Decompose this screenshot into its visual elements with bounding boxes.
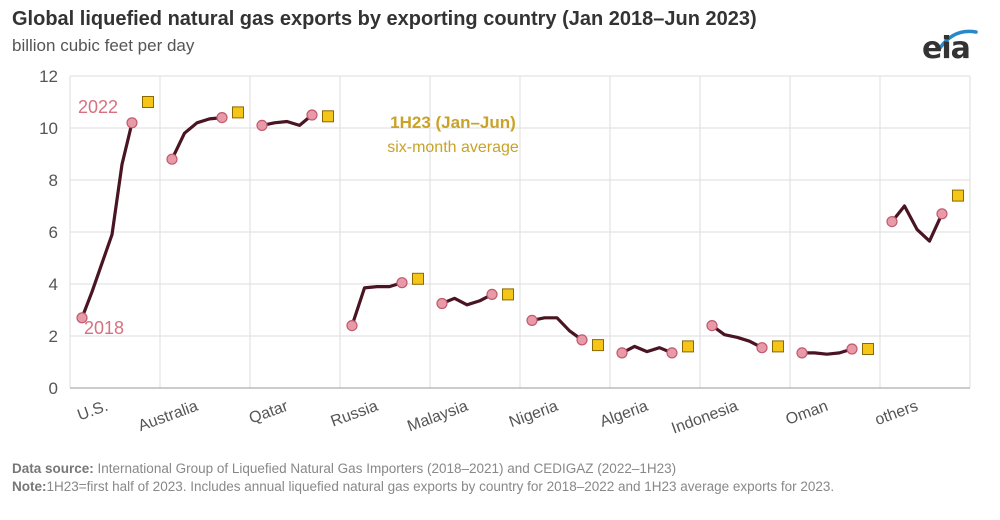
x-tick-label: Russia (329, 398, 381, 431)
marker-2022 (306, 109, 318, 121)
marker-2018 (886, 216, 898, 228)
y-tick-label: 2 (49, 327, 58, 346)
footnote-source: Data source: International Group of Liqu… (12, 460, 972, 478)
chart-subtitle: billion cubic feet per day (12, 36, 195, 55)
source-text: International Group of Liquefied Natural… (93, 461, 677, 476)
lng-exports-chart: 0 2 4 6 8 10 12 U.S. Australia Qatar Russia Malaysi… (39, 67, 971, 438)
note-label: Note: (12, 479, 47, 494)
series-line-qatar (261, 113, 314, 128)
marker-1h23 (412, 272, 424, 285)
marker-1h23 (862, 343, 874, 355)
marker-2018 (166, 153, 178, 165)
marker-2022 (756, 342, 768, 354)
eia-logo: eia (922, 26, 978, 66)
marker-2018 (526, 314, 538, 326)
annotation-2022: 2022 (78, 97, 118, 117)
marker-1h23 (232, 106, 244, 119)
y-tick-label: 12 (39, 67, 58, 86)
marker-1h23 (322, 110, 334, 123)
annotation-1h23-subtitle: six-month average (387, 139, 519, 156)
x-tick-label: Qatar (247, 398, 291, 428)
source-label: Data source: (12, 461, 94, 476)
x-tick-label: Malaysia (405, 398, 470, 436)
series-line-indonesia (711, 324, 763, 350)
marker-1h23 (772, 340, 784, 353)
series-line-nigeria (531, 316, 583, 342)
marker-1h23 (592, 339, 604, 352)
y-tick-label: 4 (49, 275, 58, 294)
series-line-malaysia (441, 292, 493, 307)
marker-2018 (346, 320, 358, 332)
footnote-note: Note:1H23=first half of 2023. Includes a… (12, 478, 972, 496)
marker-2018 (616, 347, 628, 359)
marker-2018 (256, 119, 268, 132)
x-tick-label: others (873, 398, 921, 429)
marker-1h23 (952, 189, 964, 202)
marker-2022 (216, 111, 228, 124)
y-tick-label: 8 (49, 171, 58, 190)
marker-2022 (126, 117, 138, 129)
marker-1h23 (682, 340, 694, 353)
series-line-us (80, 122, 134, 319)
series-line-australia (170, 116, 223, 160)
x-tick-label: Indonesia (669, 398, 740, 438)
marker-2022 (936, 208, 948, 220)
y-tick-label: 0 (49, 379, 58, 398)
series-line-russia (350, 281, 403, 327)
marker-2018 (706, 320, 718, 332)
marker-2022 (576, 334, 588, 346)
marker-2022 (846, 343, 858, 355)
marker-2022 (396, 277, 408, 289)
y-tick-label: 6 (49, 223, 58, 242)
series-line-algeria (621, 344, 673, 355)
x-tick-label: Algeria (598, 398, 651, 431)
marker-1h23 (142, 96, 154, 108)
x-tick-label: Australia (136, 398, 200, 435)
x-tick-label: Oman (784, 398, 831, 429)
logo-text: eia (922, 31, 971, 66)
series-line-others (890, 204, 944, 243)
marker-2018 (76, 312, 88, 324)
series-line-oman (802, 347, 853, 356)
marker-2018 (796, 347, 808, 359)
logo-arc-icon (938, 29, 978, 50)
annotation-2018: 2018 (84, 318, 124, 338)
y-tick-label: 10 (39, 119, 58, 138)
marker-1h23 (502, 288, 514, 301)
chart-title: Global liquefied natural gas exports by … (12, 8, 757, 30)
annotation-1h23-title: 1H23 (Jan–Jun) (390, 113, 516, 132)
x-tick-label: Nigeria (507, 398, 561, 431)
marker-2022 (666, 347, 678, 359)
marker-2022 (486, 288, 498, 300)
marker-2018 (436, 297, 448, 310)
note-text: 1H23=first half of 2023. Includes annual… (46, 479, 835, 494)
x-tick-label: U.S. (75, 398, 110, 425)
